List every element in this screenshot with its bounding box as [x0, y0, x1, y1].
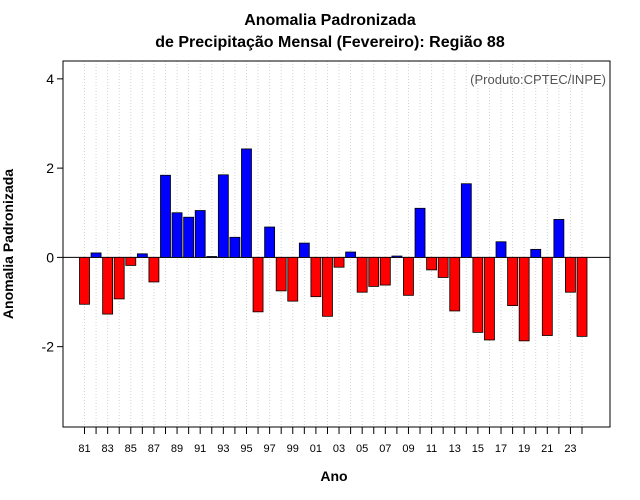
bar-09: [403, 256, 414, 296]
chart-title: Anomalia Padronizada: [244, 12, 416, 29]
bar-82: [90, 252, 102, 258]
bar-99: [287, 256, 299, 302]
x-tick-label: 93: [217, 443, 229, 455]
x-tick-label: 09: [402, 443, 414, 455]
bar-07: [379, 256, 391, 286]
y-tick-label: 2: [46, 160, 54, 176]
bar-03: [333, 256, 345, 268]
bar-98: [275, 256, 287, 292]
bar-23: [565, 256, 576, 293]
bar-05: [356, 256, 368, 293]
bar-21: [541, 256, 553, 336]
bar-01: [310, 256, 322, 298]
x-tick-label: 95: [240, 443, 252, 455]
bar-24: [576, 256, 588, 337]
bar-12: [437, 256, 449, 278]
bar-00: [298, 242, 310, 258]
bar-13: [449, 256, 461, 312]
x-tick-label: 87: [148, 443, 160, 455]
bar-96: [252, 256, 264, 313]
x-axis: 81 83 85 87 89 91 93 95 97 99 01 03 05 07 09 11 13 15 17 19…: [78, 427, 583, 455]
x-tick-label: 21: [541, 443, 553, 455]
x-tick-label: 23: [564, 443, 576, 455]
x-tick-label: 19: [518, 443, 530, 455]
bar-16: [484, 256, 495, 341]
bar-22: [553, 219, 565, 258]
bar-90: [183, 216, 195, 258]
bar-19: [518, 256, 530, 342]
bar-06: [368, 256, 380, 287]
bar-95: [241, 148, 252, 258]
x-tick-label: 11: [426, 443, 437, 455]
bar-91: [194, 210, 206, 258]
chart-subtitle: de Precipitação Mensal (Fevereiro): Regi…: [155, 34, 505, 51]
bar-81: [79, 256, 90, 305]
bar-88: [160, 174, 171, 258]
x-tick-label: 17: [495, 443, 507, 455]
y-axis: -2 0 2 4: [42, 71, 63, 355]
bar-97: [264, 226, 276, 258]
x-tick-label: 89: [171, 443, 183, 455]
x-tick-label: 05: [356, 443, 368, 455]
y-axis-title: Anomalia Padronizada: [0, 169, 16, 319]
bar-85: [125, 256, 137, 266]
x-tick-label: 83: [102, 443, 114, 455]
x-tick-label: 15: [472, 443, 484, 455]
bar-83: [102, 256, 114, 315]
bar-15: [472, 256, 484, 333]
bar-17: [495, 241, 507, 258]
bar-11: [426, 256, 438, 271]
bar-10: [414, 207, 426, 258]
x-tick-label: 91: [194, 443, 206, 455]
bars: [79, 148, 588, 342]
bar-89: [171, 212, 183, 258]
bar-18: [507, 256, 518, 306]
bar-93: [217, 174, 229, 258]
source-annotation: (Produto:CPTEC/INPE): [470, 72, 606, 87]
x-axis-title: Ano: [320, 468, 347, 484]
grid-lines: [84, 61, 583, 427]
bar-14: [460, 183, 472, 258]
y-tick-label: 4: [46, 71, 54, 87]
bar-92: [206, 256, 218, 258]
x-tick-label: 99: [287, 443, 299, 455]
bar-94: [229, 236, 241, 258]
x-tick-label: 97: [263, 443, 275, 455]
bar-20: [530, 248, 542, 258]
bar-87: [148, 256, 160, 283]
bar-86: [136, 253, 148, 258]
bar-02: [322, 256, 333, 317]
plot-frame: [62, 60, 611, 428]
x-tick-label: 01: [310, 443, 322, 455]
x-tick-label: 13: [449, 443, 461, 455]
x-tick-label: 85: [125, 443, 137, 455]
x-tick-label: 81: [78, 443, 90, 455]
x-tick-label: 03: [333, 443, 345, 455]
y-tick-label: 0: [46, 249, 54, 265]
bar-84: [113, 256, 125, 300]
y-tick-label: -2: [42, 339, 55, 355]
bar-08: [391, 255, 403, 258]
bar-04: [345, 251, 357, 258]
x-tick-label: 07: [379, 443, 391, 455]
